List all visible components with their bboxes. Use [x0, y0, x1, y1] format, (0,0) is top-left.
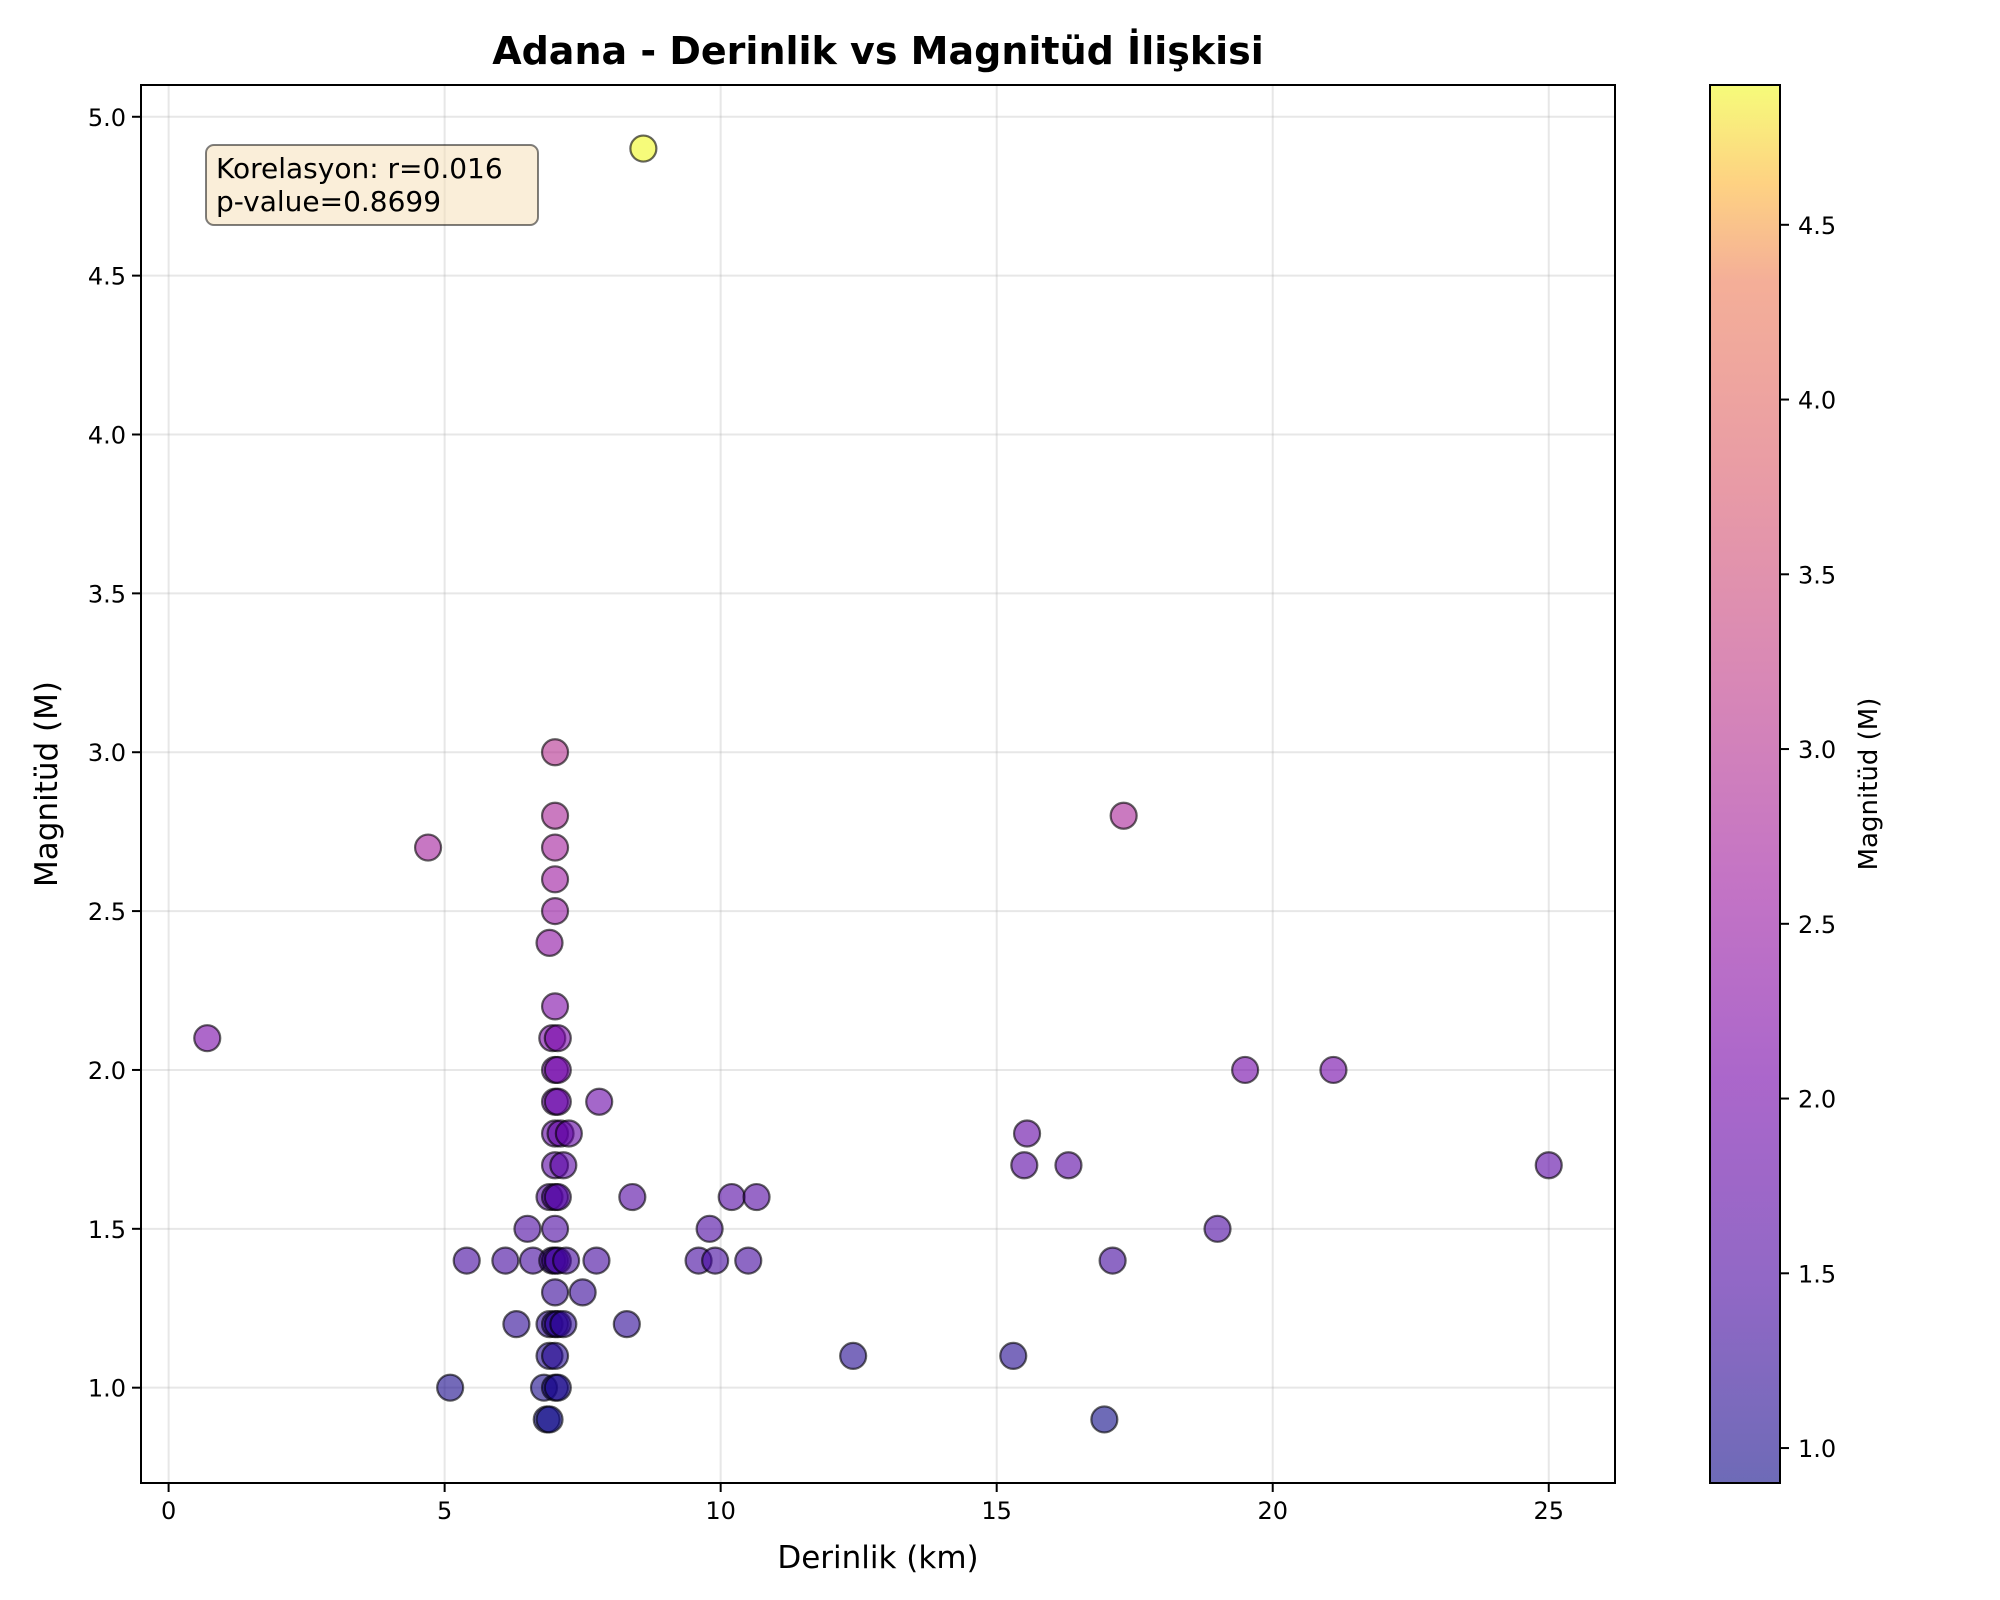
- scatter-point: [1231, 1055, 1260, 1085]
- x-tick-label: 20: [1257, 1497, 1288, 1525]
- scatter-point: [1054, 1151, 1083, 1180]
- colorbar-tick-label: 4.0: [1798, 387, 1836, 415]
- scatter-point: [618, 1182, 647, 1212]
- scatter-point: [695, 1214, 724, 1243]
- scatter-point: [540, 992, 570, 1021]
- colorbar: [1710, 85, 1780, 1483]
- scatter-point: [568, 1278, 597, 1307]
- scatter-point: [502, 1310, 531, 1339]
- colorbar-tick-label: 3.0: [1798, 736, 1836, 764]
- scatter-point: [535, 1405, 564, 1434]
- x-tick-label: 15: [981, 1497, 1012, 1525]
- y-tick-label: 4.5: [88, 263, 126, 291]
- scatter-point: [540, 896, 570, 926]
- y-tick-label: 1.5: [88, 1216, 126, 1244]
- annotation-p-value: p-value=0.8699: [216, 185, 441, 218]
- scatter-point: [1109, 801, 1138, 830]
- scatter-point: [1203, 1214, 1232, 1243]
- scatter-point: [540, 801, 570, 830]
- scatter-point: [585, 1087, 614, 1116]
- scatter-point: [543, 1373, 572, 1402]
- scatter-point: [1090, 1405, 1119, 1434]
- scatter-point: [582, 1246, 611, 1275]
- x-tick-label: 10: [705, 1497, 736, 1525]
- scatter-point: [551, 1246, 581, 1275]
- x-tick-label: 25: [1533, 1497, 1564, 1525]
- scatter-point: [1010, 1151, 1039, 1180]
- scatter-point: [701, 1246, 730, 1275]
- plot-area-frame: [140, 84, 1616, 1484]
- y-axis-label: Magnitüd (M): [29, 681, 65, 887]
- y-tick-label: 4.0: [88, 422, 126, 450]
- scatter-point: [1012, 1119, 1042, 1148]
- scatter-point: [540, 865, 570, 894]
- y-axis-ticks: 1.0 1.5 2.0 2.5 3.0 3.5 4.0 4.5 5.0: [88, 104, 141, 1403]
- scatter-point: [1534, 1151, 1563, 1180]
- scatter-point: [543, 1024, 572, 1053]
- scatter-point: [540, 833, 570, 862]
- y-tick-label: 3.5: [88, 580, 126, 608]
- x-tick-label: 0: [161, 1497, 176, 1525]
- annotation-correlation: Korelasyon: r=0.016: [216, 152, 503, 185]
- colorbar-tick-label: 2.5: [1798, 911, 1836, 939]
- scatter-point: [543, 1087, 572, 1116]
- colorbar-label: Magnitüd (M): [1854, 698, 1884, 871]
- scatter-point: [742, 1182, 771, 1212]
- colorbar-tick-label: 4.5: [1798, 212, 1836, 240]
- scatter-point: [540, 738, 570, 767]
- colorbar-frame: [1709, 84, 1781, 1484]
- chart-title: Adana - Derinlik vs Magnitüd İlişkisi: [492, 29, 1264, 73]
- scatter-point: [193, 1024, 222, 1053]
- annotation-box: [205, 144, 539, 226]
- scatter-point: [1098, 1246, 1127, 1275]
- colorbar-tick-label: 2.0: [1798, 1086, 1836, 1114]
- scatter-point: [540, 1278, 570, 1307]
- x-tick-label: 5: [437, 1497, 452, 1525]
- scatter-point: [491, 1246, 520, 1275]
- colorbar-tick-label: 1.5: [1798, 1260, 1836, 1288]
- scatter-point: [612, 1310, 641, 1339]
- y-tick-label: 3.0: [88, 739, 126, 767]
- y-tick-label: 2.0: [88, 1057, 126, 1085]
- scatter-point: [452, 1246, 481, 1275]
- scatter-points: [193, 134, 1563, 1434]
- correlation-annotation: Korelasyon: r=0.016 p-value=0.8699: [205, 144, 539, 226]
- x-axis-label: Derinlik (km): [777, 1540, 978, 1576]
- scatter-point: [535, 928, 564, 957]
- y-tick-label: 5.0: [88, 104, 126, 132]
- scatter-point: [549, 1151, 578, 1180]
- scatter-point: [717, 1182, 746, 1212]
- scatter-point: [513, 1214, 542, 1243]
- scatter-point: [629, 134, 658, 163]
- scatter-point: [543, 1182, 572, 1212]
- scatter-point: [839, 1341, 868, 1371]
- colorbar-tick-label: 1.0: [1798, 1435, 1836, 1463]
- scatter-point: [436, 1373, 465, 1402]
- scatter-point: [549, 1310, 578, 1339]
- colorbar-ticks: 1.0 1.5 2.0 2.5 3.0 3.5 4.0 4.5: [1780, 212, 1836, 1463]
- y-tick-label: 2.5: [88, 898, 126, 926]
- scatter-point: [999, 1341, 1028, 1371]
- scatter-point: [1319, 1055, 1348, 1085]
- scatter-point: [734, 1246, 763, 1275]
- colorbar-tick-label: 3.5: [1798, 561, 1836, 589]
- scatter-point: [540, 1341, 570, 1371]
- scatter-point: [540, 1214, 570, 1243]
- y-tick-label: 1.0: [88, 1375, 126, 1403]
- scatter-point: [543, 1055, 572, 1085]
- scatter-point: [413, 833, 443, 862]
- x-axis-ticks: 0 5 10 15 20 25: [161, 1483, 1564, 1525]
- grid: [141, 85, 1615, 1483]
- scatter-point: [554, 1119, 583, 1148]
